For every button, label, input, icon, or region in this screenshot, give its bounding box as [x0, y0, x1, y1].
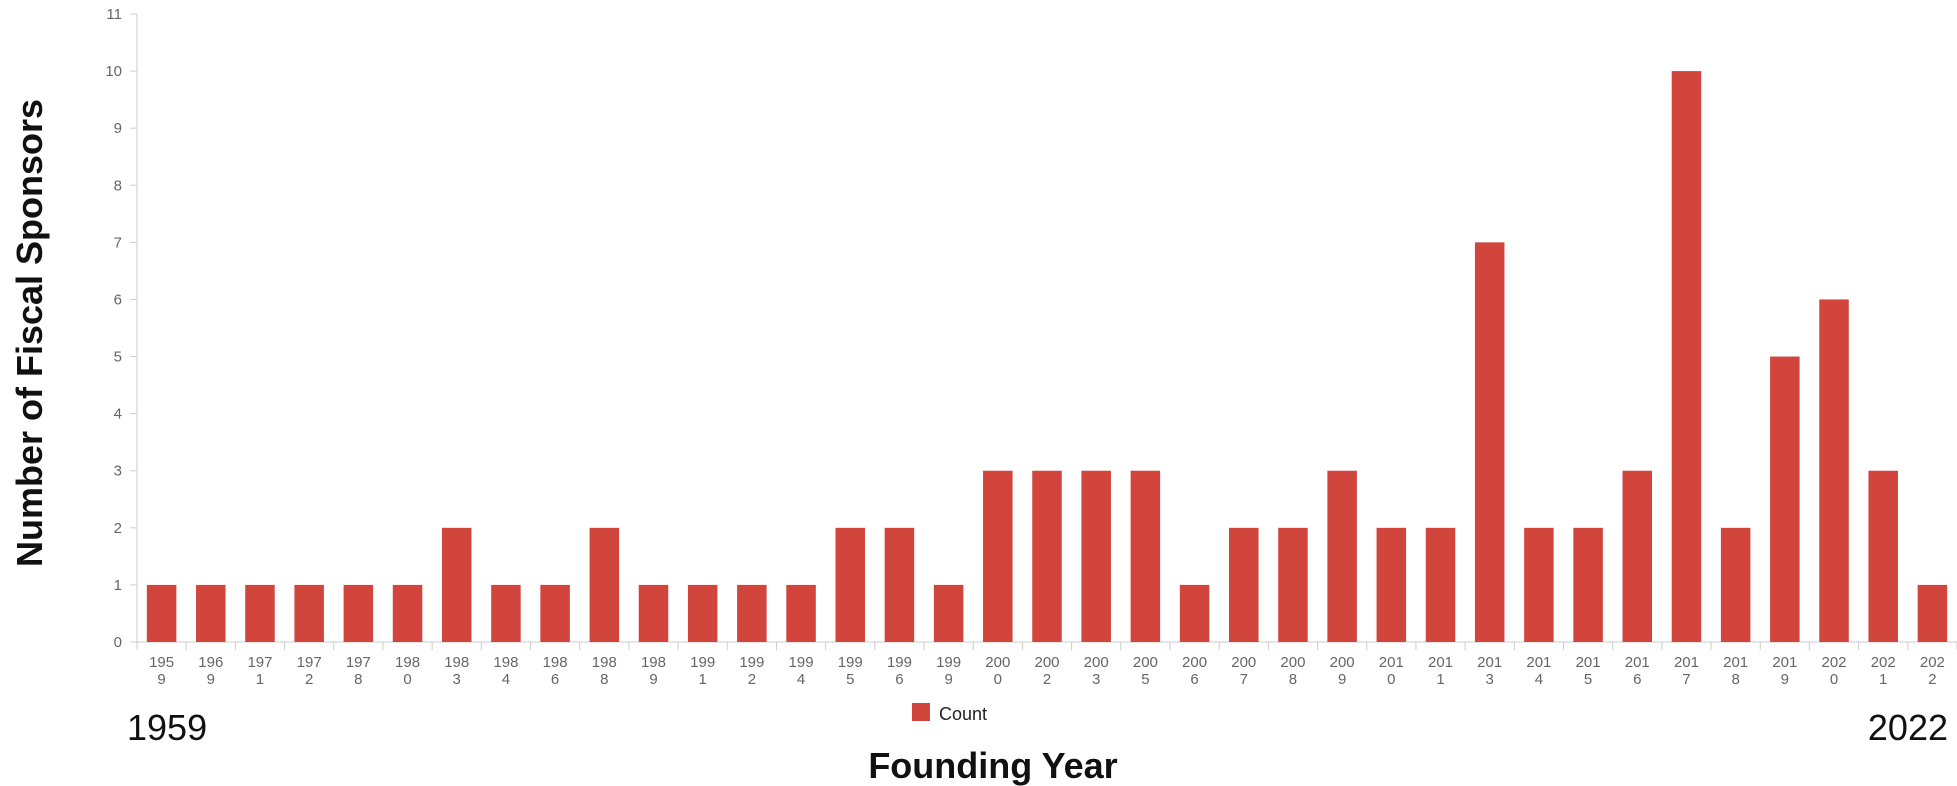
y-tick-label: 9: [114, 120, 122, 137]
x-tick-label: 198 0: [395, 654, 420, 688]
bar-1986: [540, 584, 570, 642]
range-end-label: 2022: [1868, 707, 1948, 748]
x-tick-label: 202 1: [1871, 654, 1896, 688]
x-tick-label: 199 4: [789, 654, 814, 688]
bar-2002: [1032, 470, 1062, 642]
bar-1999: [933, 584, 964, 642]
x-tick-label: 199 9: [936, 654, 961, 688]
x-tick-label: 197 2: [297, 654, 322, 688]
x-tick-label: 199 2: [739, 654, 764, 688]
legend-label: Count: [939, 704, 987, 724]
x-tick-label: 198 4: [493, 654, 518, 688]
bar-2021: [1868, 470, 1898, 642]
y-tick-label: 8: [114, 177, 122, 194]
x-tick-label: 202 2: [1920, 654, 1945, 688]
bar-2009: [1327, 470, 1357, 642]
x-tick-label: 197 8: [346, 654, 371, 688]
bar-2017: [1671, 71, 1702, 642]
x-tick-label: 201 5: [1576, 654, 1601, 688]
bar-1994: [786, 584, 816, 642]
legend-swatch: [912, 703, 930, 721]
bars: [146, 71, 1948, 642]
bar-2020: [1819, 299, 1849, 642]
x-tick-label: 201 4: [1526, 654, 1551, 688]
y-tick-label: 1: [114, 577, 122, 594]
bar-2013: [1474, 242, 1505, 642]
x-tick-label: 202 0: [1822, 654, 1847, 688]
x-tick-label: 198 8: [592, 654, 617, 688]
bar-2006: [1179, 584, 1210, 642]
bar-2000: [983, 470, 1013, 642]
bar-1988: [589, 527, 620, 642]
y-tick-label: 0: [114, 634, 122, 651]
bar-1991: [687, 584, 718, 642]
bar-2008: [1278, 527, 1308, 642]
x-tick-label: 200 9: [1330, 654, 1355, 688]
x-tick-label: 200 3: [1084, 654, 1109, 688]
x-tick-label: 201 1: [1428, 654, 1453, 688]
bar-2007: [1229, 527, 1259, 642]
y-tick-label: 10: [105, 63, 122, 80]
x-tick-label: 201 3: [1477, 654, 1502, 688]
range-start-label: 1959: [127, 707, 207, 748]
bar-1969: [196, 584, 226, 642]
bar-2010: [1376, 527, 1407, 642]
bar-1989: [638, 584, 669, 642]
y-tick-label: 6: [114, 291, 122, 308]
bar-2015: [1573, 527, 1603, 642]
bar-2019: [1770, 356, 1800, 642]
x-tick-label: 201 0: [1379, 654, 1404, 688]
x-tick-label: 200 6: [1182, 654, 1207, 688]
x-tick-label: 195 9: [149, 654, 174, 688]
y-tick-label: 5: [114, 349, 122, 366]
bar-1980: [392, 584, 423, 642]
x-tick-label: 201 6: [1625, 654, 1650, 688]
bar-1995: [835, 527, 865, 642]
x-tick-label: 200 5: [1133, 654, 1158, 688]
bar-1972: [294, 584, 324, 642]
bar-2016: [1622, 470, 1653, 642]
x-tick-label: 200 2: [1034, 654, 1059, 688]
x-tick-label: 198 9: [641, 654, 666, 688]
x-tick-label: 200 8: [1280, 654, 1305, 688]
x-tick-label: 196 9: [198, 654, 223, 688]
bar-1983: [441, 527, 472, 642]
bar-1992: [737, 584, 767, 642]
bar-2011: [1425, 527, 1456, 642]
bar-1971: [245, 584, 275, 642]
bar-2005: [1130, 470, 1161, 642]
x-tick-label: 201 9: [1772, 654, 1797, 688]
x-tick-label: 199 6: [887, 654, 912, 688]
x-tick-label: 198 6: [543, 654, 568, 688]
x-tick-label: 200 7: [1231, 654, 1256, 688]
y-tick-label: 7: [114, 234, 122, 251]
y-tick-label: 4: [114, 406, 122, 423]
bar-2022: [1917, 584, 1948, 642]
legend: Count: [912, 703, 987, 724]
x-tick-label: 199 5: [838, 654, 863, 688]
bar-2018: [1720, 527, 1751, 642]
x-tick-label: 198 3: [444, 654, 469, 688]
x-tick-label: 201 8: [1723, 654, 1748, 688]
bar-1978: [343, 584, 374, 642]
bar-2003: [1081, 470, 1111, 642]
x-tick-label: 200 0: [985, 654, 1010, 688]
y-axis-title: Number of Fiscal Sponsors: [9, 99, 50, 567]
x-axis: 195 9 196 9 197 1 197 2 197 8 198 0 198 3 198 4 198 6 198 8…: [136, 641, 1957, 688]
y-tick-label: 2: [114, 520, 122, 537]
x-axis-title: Founding Year: [868, 745, 1117, 786]
bar-2014: [1524, 527, 1554, 642]
y-tick-label: 3: [114, 463, 122, 480]
bar-1959: [146, 584, 177, 642]
x-tick-label: 197 1: [247, 654, 272, 688]
bar-1996: [884, 527, 915, 642]
y-axis: 0 1 2 3 4 5 6 7 8 9 10 11: [105, 6, 138, 651]
y-tick-label: 11: [106, 6, 122, 23]
x-tick-label: 201 7: [1674, 654, 1699, 688]
x-tick-label: 199 1: [690, 654, 715, 688]
bar-1984: [491, 584, 521, 642]
